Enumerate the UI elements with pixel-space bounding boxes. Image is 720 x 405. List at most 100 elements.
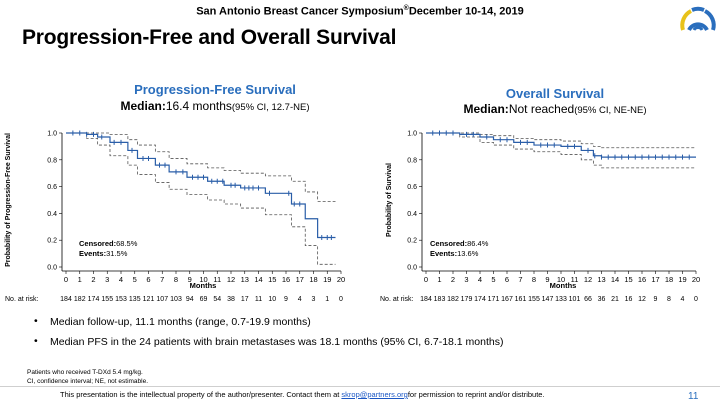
at-risk-count: 9 — [284, 296, 288, 303]
at-risk-count: 0 — [339, 296, 343, 303]
os-median-label: Median: — [463, 102, 509, 116]
bullet-item: Median follow-up, 11.1 months (range, 0.… — [34, 315, 503, 328]
os-chart: 0 1 2 3 4 5 6 7 8 9 10 11 12 13 14 15 16 17 18 19 200.00.20.… — [380, 130, 700, 303]
at-risk-count: 54 — [213, 296, 221, 303]
x-tick-label: 2 — [91, 275, 95, 284]
y-tick-label: 1.0 — [407, 131, 417, 138]
os-median: Median:Not reached(95% CI, NE-NE) — [440, 102, 670, 116]
x-tick-label: 6 — [505, 275, 509, 284]
at-risk-count: 135 — [129, 296, 141, 303]
footer-divider — [0, 386, 720, 387]
at-risk-count: 155 — [101, 296, 113, 303]
at-risk-count: 17 — [241, 296, 249, 303]
x-tick-label: 1 — [78, 275, 82, 284]
at-risk-count: 184 — [60, 296, 72, 303]
x-tick-label: 15 — [268, 275, 276, 284]
page-number: 11 — [688, 391, 699, 402]
at-risk-count: 38 — [227, 296, 235, 303]
x-tick-label: 13 — [597, 275, 605, 284]
pfs-axes: 0 1 2 3 4 5 6 7 8 9 10 11 12 13 14 15 16 17 18 19 200.00.20.… — [47, 131, 345, 285]
footer-email-link[interactable]: skrop@partners.org — [341, 390, 408, 399]
at-risk-count: 174 — [474, 296, 486, 303]
at-risk-count: 4 — [681, 296, 685, 303]
os-censor-marks — [432, 130, 690, 160]
pfs-median-value: 16.4 months — [165, 99, 232, 113]
x-tick-label: 16 — [282, 275, 290, 284]
pfs-ci-lines — [66, 132, 336, 265]
x-tick-label: 9 — [188, 275, 192, 284]
x-tick-label: 17 — [651, 275, 659, 284]
ci-upper-line — [66, 132, 336, 202]
y-tick-label: 0.8 — [407, 157, 417, 164]
pfs-events-text: Events:31.5% — [79, 249, 128, 258]
os-axes: 0 1 2 3 4 5 6 7 8 9 10 11 12 13 14 15 16 17 18 19 200.00.20.… — [407, 131, 700, 285]
x-tick-label: 0 — [64, 275, 68, 284]
y-tick-label: 0.6 — [407, 184, 417, 191]
at-risk-count: 171 — [488, 296, 500, 303]
x-tick-label: 12 — [227, 275, 235, 284]
km-survival-line — [66, 132, 336, 239]
x-tick-label: 18 — [309, 275, 317, 284]
os-median-value: Not reached — [508, 102, 575, 116]
at-risk-count: 184 — [420, 296, 432, 303]
x-tick-label: 11 — [571, 275, 579, 284]
x-tick-label: 16 — [638, 275, 646, 284]
pfs-y-axis-label: Probability of Progression-Free Survival — [5, 133, 12, 267]
slide-title: Progression-Free and Overall Survival — [22, 26, 397, 49]
footer-text: This presentation is the intellectual pr… — [60, 390, 340, 399]
os-censored-text: Censored:86.4% — [430, 239, 489, 248]
x-tick-label: 20 — [692, 275, 700, 284]
y-tick-label: 0.0 — [407, 265, 417, 272]
at-risk-count: 174 — [88, 296, 100, 303]
pfs-at-risk-row: 184 182 174 155 153 135 121 107 103 94 69 54 38 17 11 1… — [60, 296, 343, 303]
pfs-x-axis-label: Months — [190, 281, 217, 290]
bullet-list: Median follow-up, 11.1 months (range, 0.… — [34, 315, 503, 356]
os-km-line — [426, 132, 696, 158]
at-risk-count: 3 — [312, 296, 316, 303]
at-risk-count: 182 — [447, 296, 459, 303]
at-risk-count: 66 — [584, 296, 592, 303]
pfs-median-ci: (95% CI, 12.7-NE) — [231, 102, 310, 113]
os-y-axis-label: Probability of Survival — [386, 163, 393, 237]
x-tick-label: 5 — [133, 275, 137, 284]
at-risk-count: 8 — [667, 296, 671, 303]
x-tick-label: 18 — [665, 275, 673, 284]
at-risk-count: 4 — [298, 296, 302, 303]
y-tick-label: 1.0 — [47, 131, 57, 138]
registered-mark: ® — [403, 5, 409, 12]
y-tick-label: 0.6 — [47, 184, 57, 191]
y-tick-label: 0.2 — [47, 238, 57, 245]
at-risk-count: 10 — [268, 296, 276, 303]
at-risk-count: 183 — [434, 296, 446, 303]
at-risk-count: 167 — [501, 296, 513, 303]
x-tick-label: 10 — [199, 275, 207, 284]
at-risk-count: 11 — [255, 296, 262, 303]
ci-lower-line — [426, 132, 696, 169]
os-x-axis-label: Months — [550, 281, 577, 290]
os-chart-title: Overall Survival — [505, 86, 605, 101]
pfs-censored-text: Censored:68.5% — [79, 239, 138, 248]
x-tick-label: 8 — [174, 275, 178, 284]
footnotes: Patients who received T-DXd 5.4 mg/kg. C… — [27, 368, 148, 386]
os-at-risk-label: No. at risk: — [380, 296, 414, 303]
conference-dates: December 10-14, 2019 — [408, 5, 524, 18]
x-tick-label: 0 — [424, 275, 428, 284]
pfs-median: Median:16.4 months(95% CI, 12.7-NE) — [100, 99, 330, 113]
x-tick-label: 19 — [678, 275, 686, 284]
x-tick-label: 20 — [337, 275, 345, 284]
at-risk-count: 179 — [461, 296, 473, 303]
x-tick-label: 10 — [557, 275, 565, 284]
x-tick-label: 19 — [323, 275, 331, 284]
pfs-at-risk-label: No. at risk: — [5, 296, 39, 303]
y-tick-label: 0.4 — [47, 211, 57, 218]
at-risk-count: 1 — [325, 296, 329, 303]
footnote-line: CI, confidence interval; NE, not estimab… — [27, 378, 149, 385]
x-tick-label: 14 — [611, 275, 619, 284]
x-tick-label: 4 — [478, 275, 482, 284]
pfs-chart-title: Progression-Free Survival — [134, 82, 296, 97]
at-risk-count: 12 — [638, 296, 646, 303]
at-risk-count: 94 — [186, 296, 194, 303]
x-tick-label: 17 — [296, 275, 304, 284]
x-tick-label: 5 — [491, 275, 495, 284]
at-risk-count: 101 — [569, 296, 581, 303]
